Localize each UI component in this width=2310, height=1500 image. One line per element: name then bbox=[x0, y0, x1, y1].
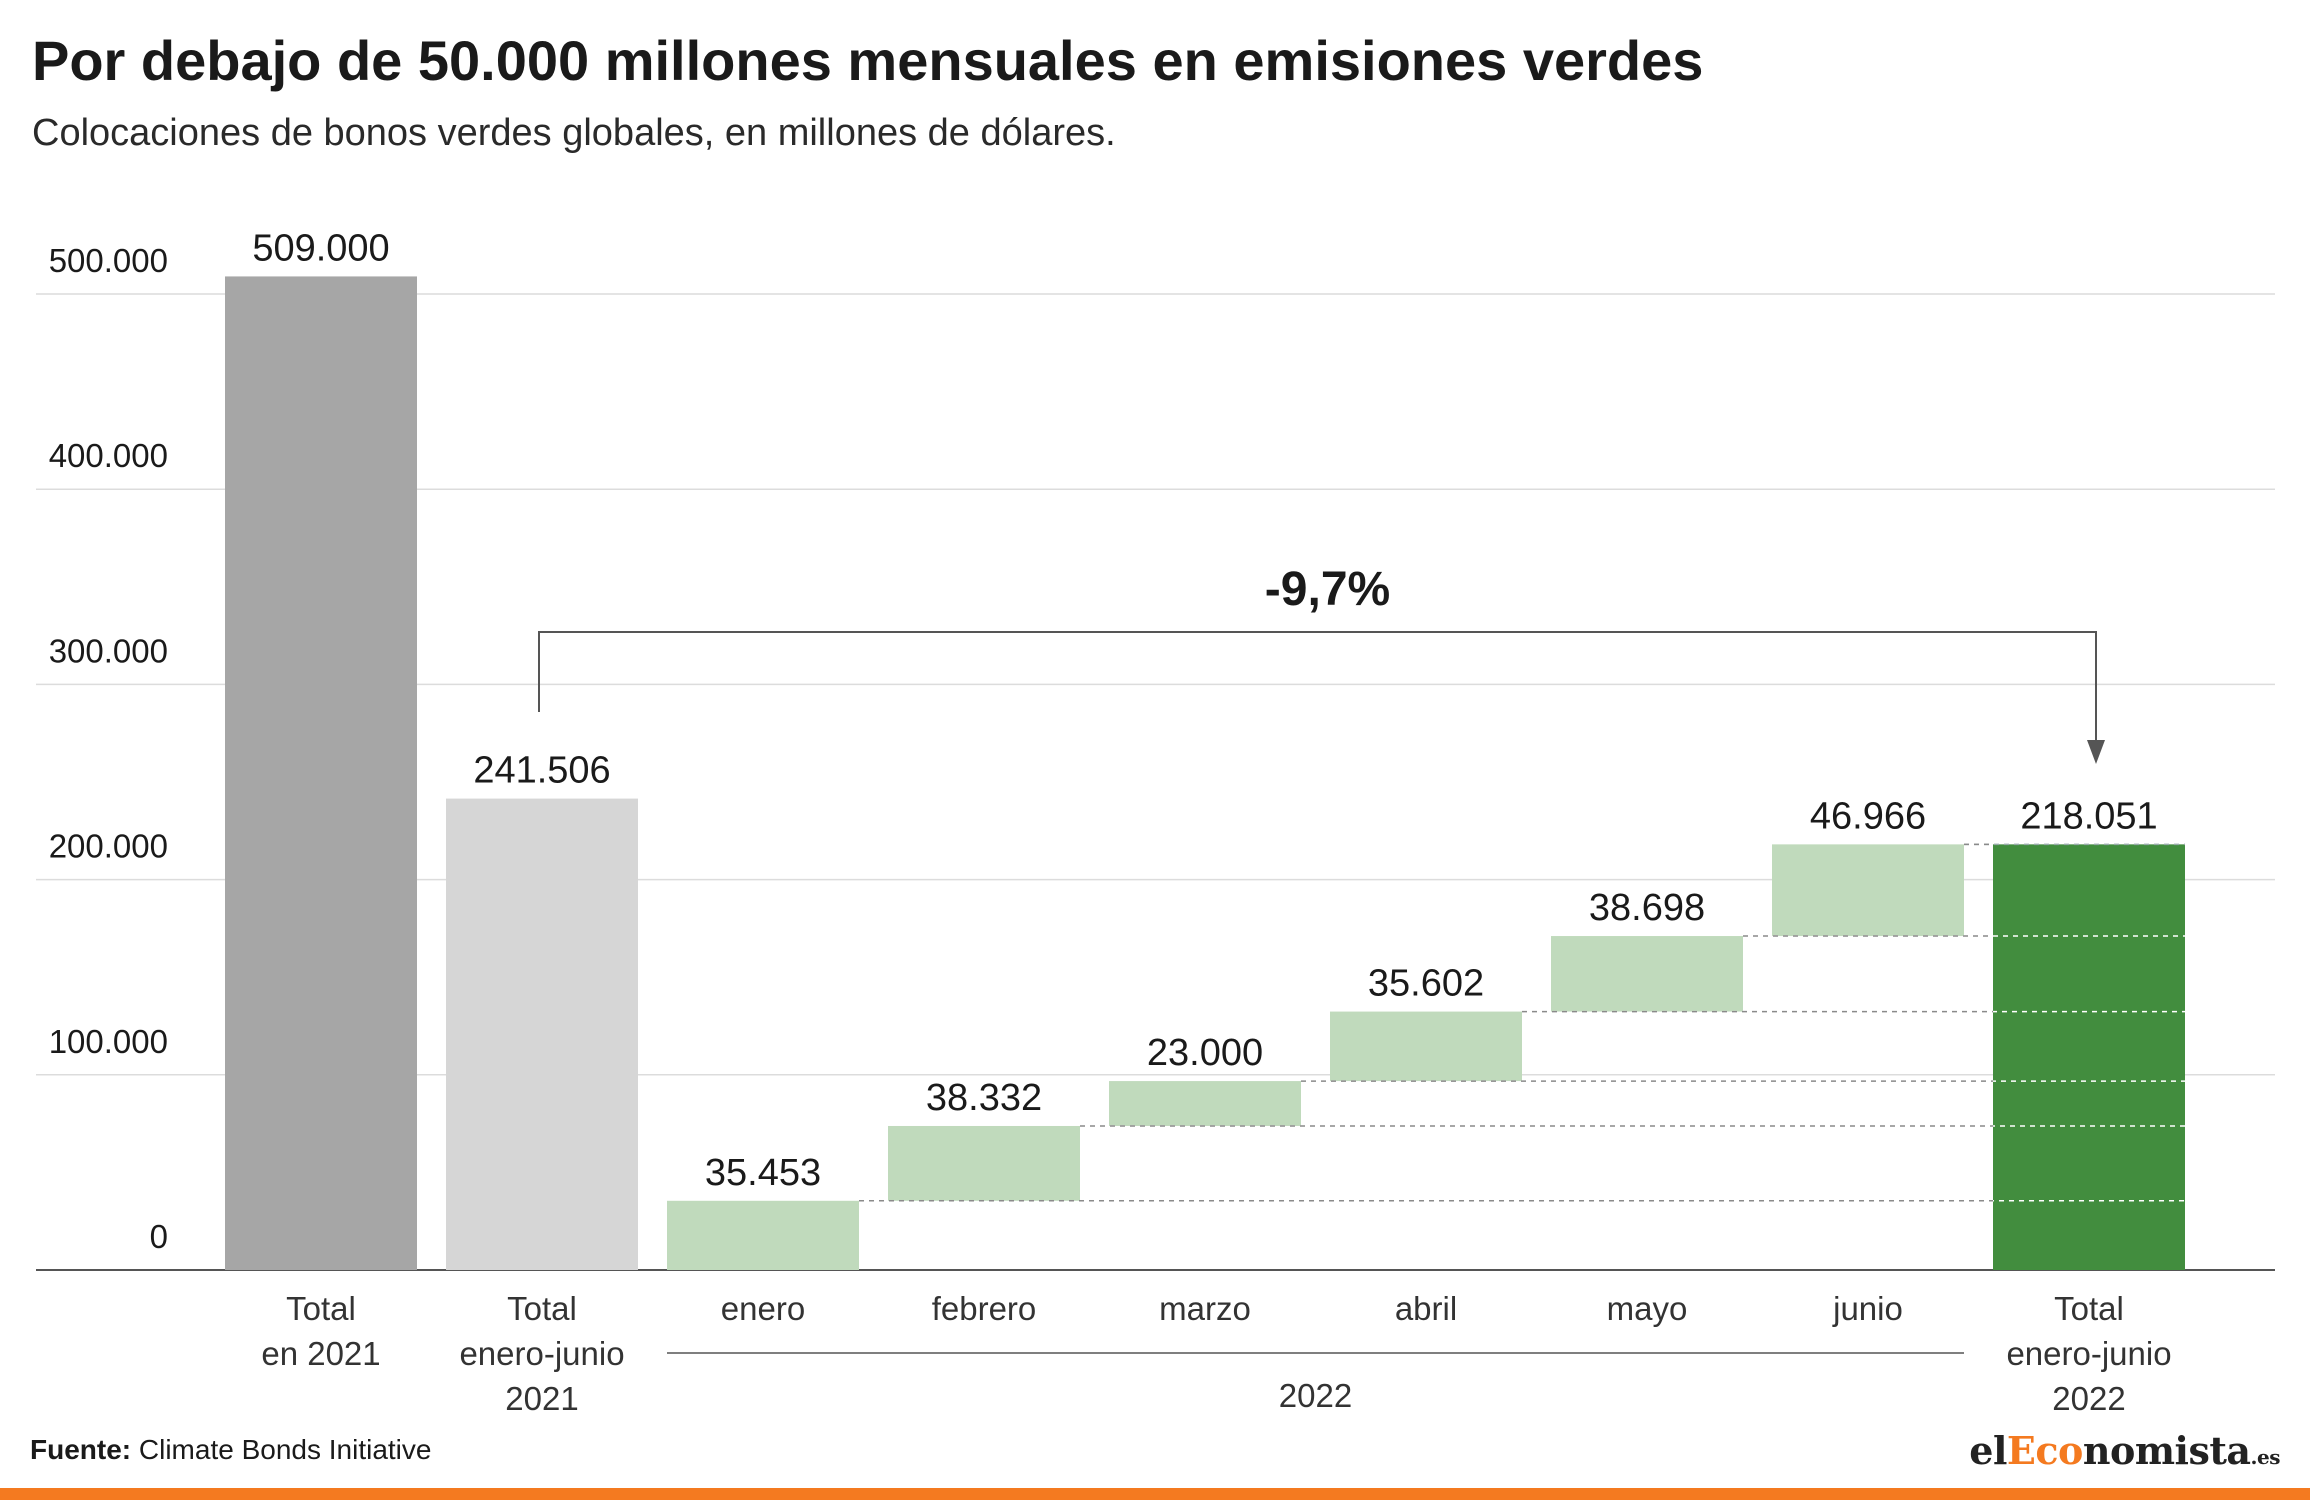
x-category-label: Total bbox=[2054, 1290, 2124, 1327]
data-label: 509.000 bbox=[252, 227, 389, 269]
y-axis-tick-labels: 0 100.000 200.000 300.000 400.000 500.000 bbox=[49, 242, 168, 1255]
change-annotation: -9,7% bbox=[538, 563, 2105, 764]
y-tick-label: 0 bbox=[150, 1218, 168, 1255]
x-category-label: febrero bbox=[932, 1290, 1037, 1327]
data-label: 38.698 bbox=[1589, 887, 1705, 929]
y-tick-label: 400.000 bbox=[49, 437, 168, 474]
logo-part-nomista: nomista bbox=[2082, 1428, 2251, 1473]
y-tick-label: 200.000 bbox=[49, 828, 168, 865]
y-tick-label: 300.000 bbox=[49, 632, 168, 669]
bar bbox=[1551, 936, 1743, 1012]
data-label: 23.000 bbox=[1147, 1032, 1263, 1074]
x-category-label: mayo bbox=[1607, 1290, 1688, 1327]
source-note: Fuente: Climate Bonds Initiative bbox=[30, 1434, 431, 1466]
data-label: 218.051 bbox=[2020, 795, 2157, 837]
logo-part-el: el bbox=[1969, 1428, 2007, 1473]
x-category-label: marzo bbox=[1159, 1290, 1251, 1327]
bars bbox=[225, 276, 2185, 1270]
publisher-logo[interactable]: elEconomista.es bbox=[1969, 1428, 2280, 1473]
group-label: 2022 bbox=[1279, 1377, 1352, 1414]
connector-lines bbox=[859, 843, 2185, 1202]
logo-part-eco: Eco bbox=[2006, 1428, 2083, 1473]
bar bbox=[667, 1200, 859, 1270]
x-category-label: enero-junio bbox=[2006, 1335, 2171, 1372]
x-category-label: Total bbox=[507, 1290, 577, 1327]
data-labels: 509.000 241.506 35.453 38.332 23.000 35.602 38… bbox=[252, 227, 2157, 1193]
x-category-label: enero-junio bbox=[459, 1335, 624, 1372]
bar bbox=[888, 1125, 1080, 1201]
source-label: Fuente: bbox=[30, 1434, 132, 1465]
x-category-label: Total bbox=[286, 1290, 356, 1327]
x-axis-labels: Total en 2021 Total enero-junio 2021 enero feb… bbox=[261, 1290, 2171, 1417]
bottom-accent-rule bbox=[0, 1488, 2310, 1500]
x-category-label: junio bbox=[1832, 1290, 1903, 1327]
x-category-label: en 2021 bbox=[261, 1335, 380, 1372]
data-label: 46.966 bbox=[1810, 795, 1926, 837]
y-tick-label: 100.000 bbox=[49, 1023, 168, 1060]
x-category-label: enero bbox=[721, 1290, 805, 1327]
bar bbox=[1772, 844, 1964, 937]
chart-subtitle: Colocaciones de bonos verdes globales, e… bbox=[32, 112, 1116, 154]
x-category-label: 2021 bbox=[505, 1380, 578, 1417]
change-percentage-label: -9,7% bbox=[1265, 563, 1390, 616]
x-category-label: abril bbox=[1395, 1290, 1457, 1327]
data-label: 241.506 bbox=[473, 750, 610, 792]
change-bracket bbox=[538, 631, 2097, 740]
bar bbox=[1330, 1011, 1522, 1082]
bar bbox=[446, 798, 638, 1270]
bar bbox=[225, 276, 417, 1270]
chart-title: Por debajo de 50.000 millones mensuales … bbox=[32, 29, 1704, 92]
data-label: 35.453 bbox=[705, 1152, 821, 1194]
arrow-head-icon bbox=[2087, 740, 2105, 764]
logo-part-es: .es bbox=[2250, 1445, 2281, 1469]
bar bbox=[1993, 844, 2185, 1270]
x-category-label: 2022 bbox=[2052, 1380, 2125, 1417]
y-tick-label: 500.000 bbox=[49, 242, 168, 279]
source-text: Climate Bonds Initiative bbox=[138, 1434, 432, 1465]
data-label: 35.602 bbox=[1368, 963, 1484, 1005]
data-label: 38.332 bbox=[926, 1077, 1042, 1119]
bar bbox=[1109, 1081, 1301, 1126]
